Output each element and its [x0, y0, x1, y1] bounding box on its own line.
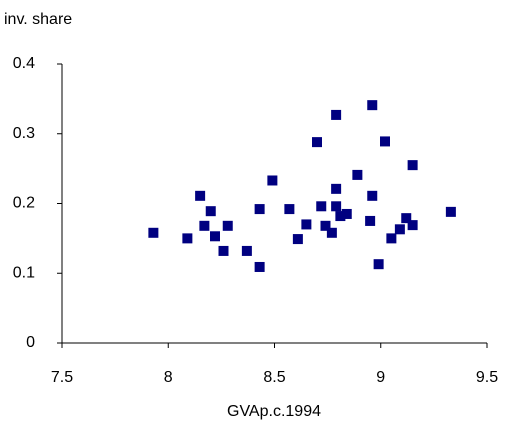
- point: [331, 201, 342, 212]
- y-axis-label: inv. share: [4, 11, 72, 28]
- point: [205, 206, 216, 217]
- x-axis-label: GVAp.c.1994: [227, 403, 321, 420]
- point: [301, 219, 312, 230]
- x-tick-label: 9.5: [476, 369, 498, 386]
- point: [254, 204, 265, 215]
- x-tick-label: 8.5: [263, 369, 285, 386]
- point: [367, 100, 378, 111]
- y-tick-label: 0.4: [13, 55, 35, 72]
- x-tick-label: 7.5: [51, 369, 73, 386]
- point: [331, 183, 342, 194]
- point: [380, 136, 390, 147]
- point: [331, 109, 342, 120]
- point: [445, 206, 456, 217]
- point: [407, 160, 418, 171]
- point: [394, 224, 405, 235]
- y-tick-label: 0: [26, 334, 35, 351]
- point: [195, 190, 206, 201]
- point: [312, 137, 322, 148]
- y-tick-label: 0.3: [13, 125, 35, 142]
- point: [218, 245, 229, 256]
- point: [292, 234, 303, 245]
- point: [407, 220, 418, 231]
- point: [316, 201, 327, 212]
- point: [222, 220, 233, 231]
- point: [284, 204, 295, 215]
- point: [386, 233, 397, 244]
- point: [373, 259, 384, 270]
- point: [241, 245, 252, 256]
- x-tick-label: 9: [376, 369, 385, 386]
- x-tick-label: 8: [164, 369, 173, 386]
- point: [401, 213, 412, 224]
- point: [148, 227, 159, 238]
- y-tick-label: 0.1: [13, 264, 35, 281]
- point: [210, 231, 220, 242]
- point: [367, 190, 378, 201]
- point: [341, 208, 352, 219]
- point: [199, 220, 210, 231]
- point: [365, 215, 376, 226]
- point: [335, 211, 346, 222]
- point: [352, 169, 363, 180]
- point: [182, 233, 193, 244]
- point: [320, 220, 331, 231]
- y-tick-label: 0.2: [13, 195, 35, 212]
- point: [267, 175, 278, 186]
- point: [326, 227, 337, 238]
- point: [254, 261, 265, 272]
